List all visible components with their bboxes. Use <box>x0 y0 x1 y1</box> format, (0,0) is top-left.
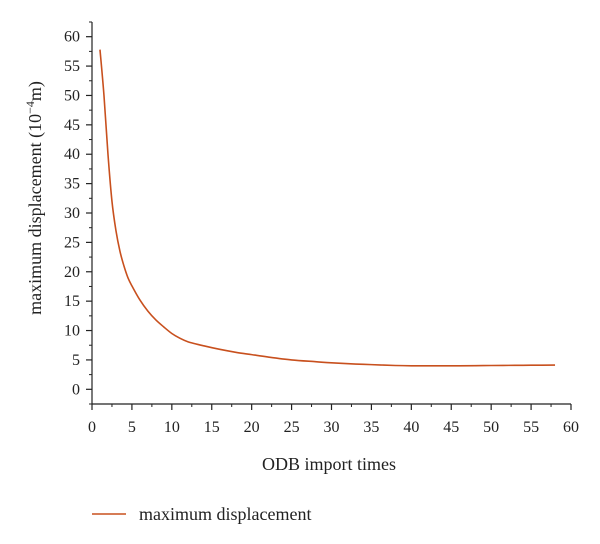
y-tick-label: 30 <box>64 205 80 222</box>
y-tick-label: 10 <box>64 323 80 340</box>
y-axis-title-superscript: −4 <box>23 101 37 114</box>
y-tick-label: 20 <box>64 264 80 281</box>
y-tick-label: 0 <box>72 381 80 398</box>
y-tick-label: 60 <box>64 29 80 46</box>
y-tick-label: 40 <box>64 146 80 163</box>
x-tick-label: 40 <box>403 419 419 436</box>
legend-label-maximum-displacement: maximum displacement <box>139 504 311 524</box>
x-axis-ticks: 0 5 10 15 20 25 30 35 40 45 50 55 60 <box>88 404 579 436</box>
x-tick-label: 50 <box>483 419 499 436</box>
y-axis-ticks: 0 5 10 15 20 25 30 35 40 45 50 55 60 <box>64 21 92 405</box>
y-axis-title-main: maximum displacement (10 <box>25 114 46 315</box>
y-tick-label: 50 <box>64 87 80 104</box>
x-tick-label: 35 <box>363 419 379 436</box>
y-tick-label: 45 <box>64 117 80 134</box>
x-tick-label: 60 <box>563 419 579 436</box>
x-tick-label: 20 <box>244 419 260 436</box>
y-tick-label: 5 <box>72 352 80 369</box>
y-axis-title: maximum displacement (10−4m) <box>23 81 46 315</box>
y-tick-label: 55 <box>64 58 80 75</box>
x-tick-label: 25 <box>284 419 300 436</box>
y-tick-label: 15 <box>64 293 80 310</box>
x-tick-label: 5 <box>128 419 136 436</box>
y-axis-title-end: m) <box>25 81 46 101</box>
x-tick-label: 30 <box>324 419 340 436</box>
y-tick-label: 35 <box>64 176 80 193</box>
x-tick-label: 45 <box>443 419 459 436</box>
y-tick-label: 25 <box>64 234 80 251</box>
series-line-maximum-displacement <box>99 49 556 367</box>
x-axis-title: ODB import times <box>262 454 396 474</box>
x-tick-label: 15 <box>204 419 220 436</box>
x-tick-label: 10 <box>164 419 180 436</box>
x-tick-label: 55 <box>523 419 539 436</box>
x-tick-label: 0 <box>88 419 96 436</box>
